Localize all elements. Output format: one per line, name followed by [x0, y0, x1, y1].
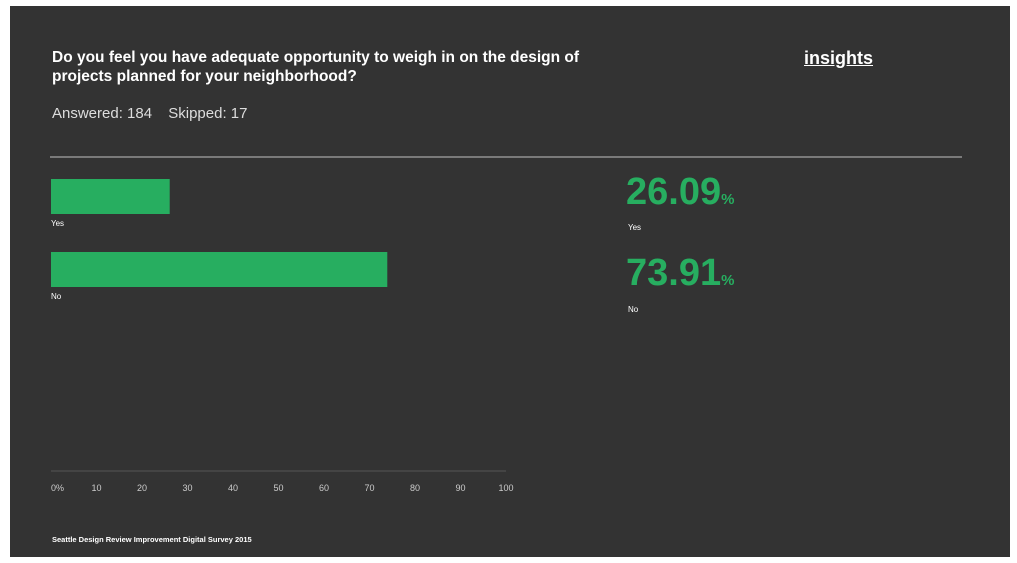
footer-source: Seattle Design Review Improvement Digita…	[52, 535, 252, 544]
percent-yes: 26.09%	[626, 171, 734, 214]
response-stats: Answered: 184 Skipped: 17	[52, 105, 259, 122]
answered-count: Answered: 184	[52, 105, 153, 122]
insights-link[interactable]: insights	[804, 48, 874, 68]
divider	[50, 156, 962, 158]
bar-label-yes: Yes	[51, 219, 64, 228]
question-title: Do you feel you have adequate opportunit…	[52, 49, 580, 85]
percent-no-symbol: %	[721, 272, 735, 289]
percent-yes-label: Yes	[628, 223, 642, 232]
x-tick-label: 20	[137, 483, 147, 493]
bar-label-no: No	[51, 292, 62, 301]
x-tick-label: 80	[410, 483, 420, 493]
bar-no	[51, 252, 388, 287]
x-tick-label: 90	[455, 483, 465, 493]
percent-yes-symbol: %	[721, 191, 735, 208]
x-tick-label: 50	[273, 483, 283, 493]
bar-yes	[51, 179, 170, 214]
percent-no: 73.91%	[626, 252, 734, 295]
bar-chart: Yes No 0% 10 20 30 40 50 60 70 80 90 100	[51, 179, 514, 493]
percent-no-label: No	[628, 305, 639, 314]
percent-yes-value: 26.09	[626, 171, 722, 213]
x-tick-label: 60	[319, 483, 329, 493]
x-tick-label: 40	[228, 483, 238, 493]
x-tick-label: 100	[498, 483, 513, 493]
skipped-count: Skipped: 17	[168, 105, 248, 122]
x-tick-label: 10	[91, 483, 101, 493]
x-tick-label: 70	[364, 483, 374, 493]
x-tick-label: 30	[182, 483, 192, 493]
x-tick-label: 0%	[51, 483, 64, 493]
slide: Do you feel you have adequate opportunit…	[10, 6, 1010, 557]
percent-no-value: 73.91	[626, 252, 722, 294]
